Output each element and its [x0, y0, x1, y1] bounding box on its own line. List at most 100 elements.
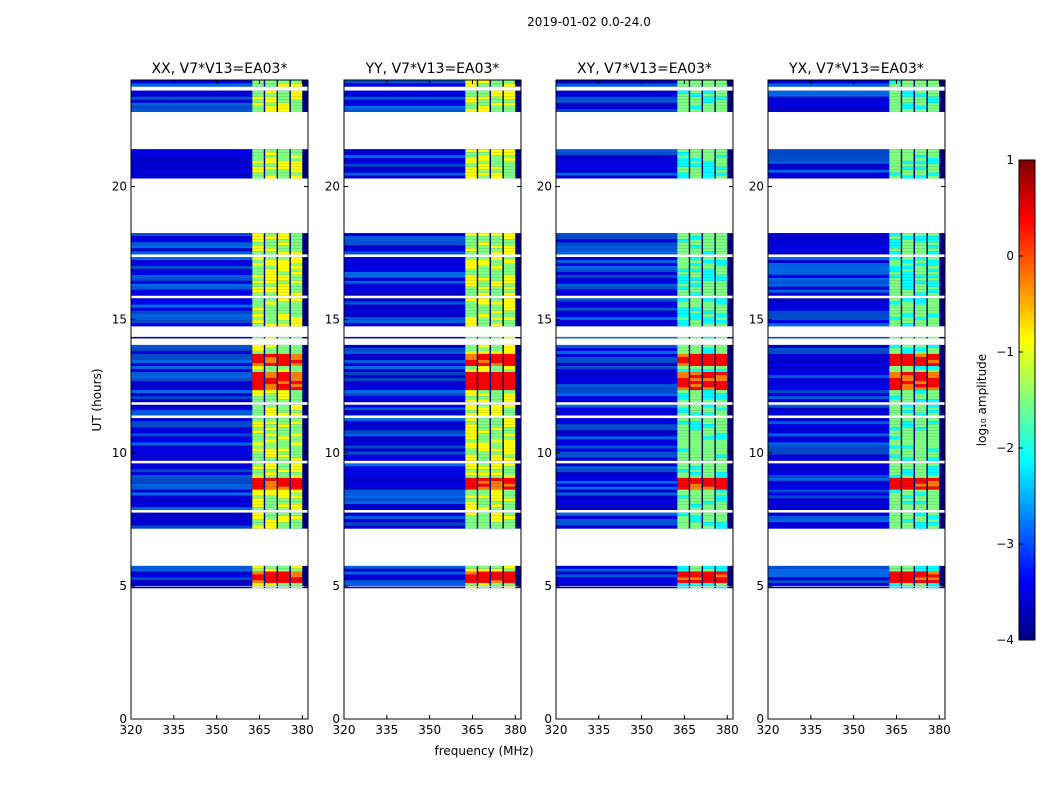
signal-cell	[491, 102, 503, 106]
signal-cell	[278, 251, 290, 255]
signal-cell	[889, 393, 901, 397]
signal-cell	[927, 421, 940, 425]
signal-cell	[690, 436, 702, 440]
signal-cell	[503, 515, 516, 520]
signal-cell	[478, 362, 490, 367]
signal-cell	[478, 498, 490, 502]
data-block	[768, 149, 945, 179]
signal-cell	[465, 463, 477, 467]
signal-cell	[465, 418, 477, 422]
signal-cell	[465, 80, 477, 84]
signal-cell	[677, 359, 689, 363]
signal-cell	[690, 577, 702, 581]
data-block	[768, 336, 945, 339]
signal-cell	[915, 286, 927, 290]
signal-cell	[677, 166, 689, 170]
signal-cell	[889, 410, 901, 413]
signal-cell	[902, 80, 914, 84]
signal-cell	[491, 93, 503, 97]
signal-cell	[715, 387, 728, 391]
signal-cell	[478, 298, 490, 302]
signal-cell	[465, 277, 477, 281]
noise-stripe	[131, 580, 253, 584]
signal-cell	[677, 336, 689, 339]
signal-cell	[465, 469, 477, 473]
noise-stripe	[556, 387, 678, 391]
signal-cell	[465, 583, 477, 586]
noise-stripe	[344, 407, 466, 411]
signal-cell	[690, 451, 702, 455]
noise-stripe	[344, 268, 466, 272]
signal-cell	[690, 83, 702, 87]
signal-cell	[465, 236, 477, 240]
signal-cell	[491, 160, 503, 164]
signal-cell	[690, 457, 702, 461]
signal-cell	[278, 577, 290, 581]
signal-cell	[703, 105, 715, 109]
signal-cell	[290, 251, 303, 255]
signal-cell	[265, 442, 277, 446]
signal-cell	[677, 580, 689, 584]
signal-cell	[927, 362, 940, 367]
signal-cell	[889, 362, 901, 367]
signal-cell	[889, 577, 901, 581]
signal-cell	[278, 362, 290, 367]
signal-cell	[677, 347, 689, 351]
signal-cell	[915, 149, 927, 153]
signal-cell	[703, 169, 715, 173]
signal-cell	[915, 375, 927, 379]
signal-cell	[478, 430, 490, 434]
signal-cell	[290, 378, 303, 382]
signal-cell	[889, 323, 901, 327]
noise-stripe	[556, 336, 678, 339]
signal-cell	[478, 522, 490, 526]
signal-cell	[478, 574, 490, 578]
signal-cell	[715, 492, 728, 496]
noise-stripe	[768, 454, 890, 458]
noise-stripe	[131, 172, 253, 176]
noise-stripe	[768, 492, 890, 496]
noise-stripe	[131, 399, 253, 403]
signal-cell	[889, 412, 901, 416]
signal-cell	[278, 301, 290, 305]
signal-cell	[491, 483, 503, 487]
signal-cell	[915, 412, 927, 416]
signal-cell	[927, 280, 940, 284]
signal-cell	[690, 108, 702, 112]
signal-cell	[927, 344, 940, 348]
noise-stripe	[344, 160, 466, 164]
signal-cell	[265, 172, 277, 176]
signal-cell	[278, 489, 290, 493]
signal-cell	[927, 90, 940, 94]
noise-stripe	[768, 359, 890, 363]
signal-cell	[915, 571, 927, 575]
signal-cell	[278, 265, 290, 269]
signal-cell	[927, 574, 940, 578]
signal-cell	[889, 158, 901, 161]
signal-cell	[491, 412, 503, 416]
signal-cell	[252, 160, 264, 164]
signal-cell	[889, 260, 901, 263]
signal-cell	[927, 301, 940, 305]
noise-stripe	[131, 251, 253, 255]
signal-cell	[252, 477, 264, 481]
signal-cell	[491, 492, 503, 496]
signal-cell	[290, 393, 303, 397]
signal-cell	[290, 108, 303, 112]
signal-cell	[265, 353, 277, 357]
signal-cell	[278, 93, 290, 97]
signal-cell	[491, 362, 503, 367]
signal-cell	[478, 257, 490, 261]
signal-cell	[889, 451, 901, 455]
signal-cell	[703, 515, 715, 520]
signal-cell	[252, 480, 264, 484]
signal-cell	[902, 457, 914, 461]
signal-cell	[715, 399, 728, 403]
signal-cell	[478, 366, 490, 370]
signal-cell	[465, 489, 477, 493]
signal-cell	[915, 436, 927, 440]
signal-cell	[478, 580, 490, 584]
signal-cell	[478, 568, 490, 572]
data-block	[344, 257, 521, 296]
signal-cell	[915, 568, 927, 572]
